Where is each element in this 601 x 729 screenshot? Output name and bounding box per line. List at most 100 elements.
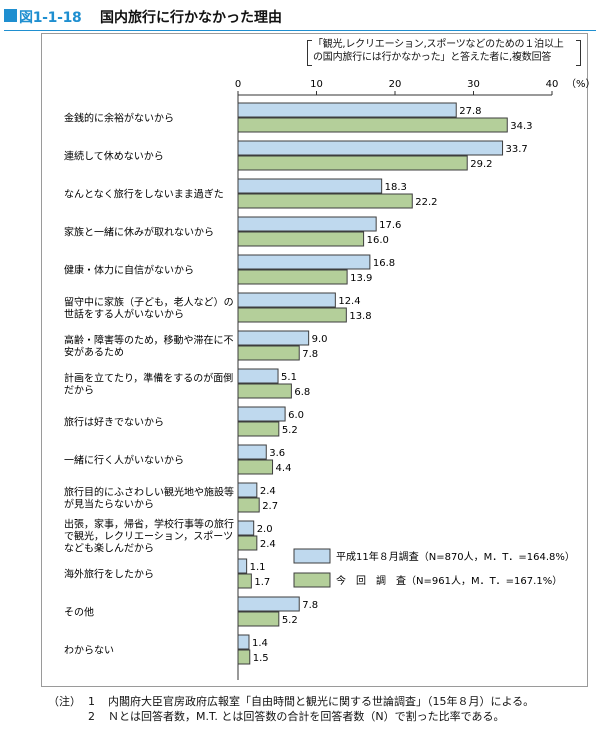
value-label: 22.2 [415,197,437,208]
value-label: 12.4 [338,296,360,307]
category-label: 高齢・障害等のため，移動や滞在に不 [64,334,234,347]
footnote-1: （注） 1 内閣府大臣官房政府広報室「自由時間と観光に関する世論調査」（15年８… [48,694,598,709]
bar-1999 [237,596,300,612]
value-label: 4.4 [276,463,292,474]
bar-current [237,573,252,589]
bar-current [237,459,274,475]
category-label: 一緒に行く人がいないから [64,454,184,467]
value-label: 3.6 [269,448,285,459]
x-tick-label: 20 [389,79,402,90]
legend-swatch-current [293,572,331,588]
value-label: 1.4 [252,638,268,649]
bar-1999 [237,368,279,384]
bar-current [237,383,292,399]
category-label: 連続して休めないから [64,150,164,163]
category-label: 海外旅行をしたから [64,568,154,581]
value-label: 1.5 [253,653,269,664]
value-label: 33.7 [506,144,528,155]
category-label: で観光，レクリエーション，スポーツ [64,530,233,543]
note-line-2: の国内旅行には行かなかった」と答えた者に,複数回答 [313,52,552,63]
legend-swatch-1999 [293,548,331,564]
legend-label-current: 今 回 調 査（N=961人，M．T．=167.1%） [336,574,562,587]
value-label: 29.2 [470,159,492,170]
bar-current [237,535,258,551]
bar-current [237,193,413,209]
category-label: 家族と一緒に休みが取れないから [64,226,214,239]
footnote-2: 2 Ｎとは回答者数，M.T. とは回答数の合計を回答者数（N）で割った比率である… [48,709,598,724]
bar-1999 [237,330,310,346]
value-label: 17.6 [379,220,401,231]
bar-current [237,155,468,171]
value-label: 9.0 [312,334,328,345]
x-tick-label: 40 [546,79,559,90]
bar-current [237,345,300,361]
value-label: 1.1 [250,562,266,573]
value-label: 5.2 [282,615,298,626]
x-tick-label: 0 [235,79,241,90]
note-line-1: 「観光,レクリエーション,スポーツなどのための１泊以上 [313,39,564,50]
category-label: 留守中に家族（子ども，老人など）の [64,296,234,309]
bar-current [237,611,280,627]
value-label: 6.8 [294,387,310,398]
bar-current [237,307,347,323]
figure-label: 図1-1-18 [19,10,82,26]
legend-label-1999: 平成11年８月調査（N=870人，M．T．=164.8%） [336,550,575,563]
category-label: 健康・体力に自信がないから [64,264,194,277]
chart-frame [41,33,588,687]
figure-header: 図1-1-18 国内旅行に行かなかった理由 [4,6,596,31]
category-label: その他 [64,606,94,619]
x-tick-label: 30 [467,79,480,90]
value-label: 2.7 [262,501,278,512]
bar-1999 [237,140,504,156]
category-label: 計画を立てたり，準備をするのが面倒 [64,372,233,385]
bars: 27.8 34.3 33.7 29.2 18.3 22.2 17.6 16.0 16.813.9… [237,102,533,665]
bar-1999 [237,178,383,194]
category-labels: 金銭的に余裕がないから連続して休めないからなんとなく旅行をしないまま過ぎた家族と… [64,112,234,657]
x-tick-label: 10 [310,79,323,90]
footnote-prefix: （注） [48,695,81,708]
bar-1999 [237,520,255,536]
category-label: 出張，家事，帰省，学校行事等の旅行 [64,518,234,531]
category-label: なんとなく旅行をしないまま過ぎた [64,188,224,201]
footnote-text: Ｎとは回答者数，M.T. とは回答数の合計を回答者数（N）で割った比率である。 [108,710,505,723]
bar-current [237,649,251,665]
bar-current [237,421,280,437]
bar-1999 [237,558,248,574]
category-label: 安があるため [64,346,124,359]
value-label: 13.9 [350,273,372,284]
value-label: 16.0 [367,235,389,246]
bar-1999 [237,444,267,460]
bar-1999 [237,102,457,118]
category-label: 世話をする人がいないから [64,308,184,321]
value-label: 5.1 [281,372,297,383]
footnote-text: 内閣府大臣官房政府広報室「自由時間と観光に関する世論調査」（15年８月）による。 [108,695,535,708]
value-label: 5.2 [282,425,298,436]
category-label: なども楽しんだから [64,542,154,555]
legend: 平成11年８月調査（N=870人，M．T．=164.8%） 今 回 調 査（N=9… [293,548,575,588]
value-label: 27.8 [459,106,481,117]
value-label: 2.0 [257,524,273,535]
bar-current [237,231,365,247]
x-unit-label: （%） [566,78,596,90]
value-label: 2.4 [260,486,276,497]
value-label: 7.8 [302,349,318,360]
value-label: 13.8 [349,311,371,322]
bar-1999 [237,482,258,498]
header-rule [4,30,596,31]
value-label: 16.8 [373,258,395,269]
bar-chart: 0 10 20 30 40 （%） 金銭的に余裕がないから連続して休めないからなんとなく旅… [64,78,596,680]
bar-current [237,269,348,285]
category-label: わからない [64,645,114,657]
footnotes: （注） 1 内閣府大臣官房政府広報室「自由時間と観光に関する世論調査」（15年８… [48,694,598,724]
bar-1999 [237,634,250,650]
footnote-number: 1 [88,695,95,708]
value-label: 1.7 [254,577,270,588]
value-label: 6.0 [288,410,304,421]
category-label: 旅行は好きでないから [64,416,164,429]
category-label: 旅行目的にふさわしい観光地や施設等 [64,486,234,499]
value-label: 7.8 [302,600,318,611]
value-label: 18.3 [385,182,407,193]
bar-1999 [237,292,336,308]
footnote-number: 2 [88,710,95,723]
note-bracket-left [307,40,312,66]
